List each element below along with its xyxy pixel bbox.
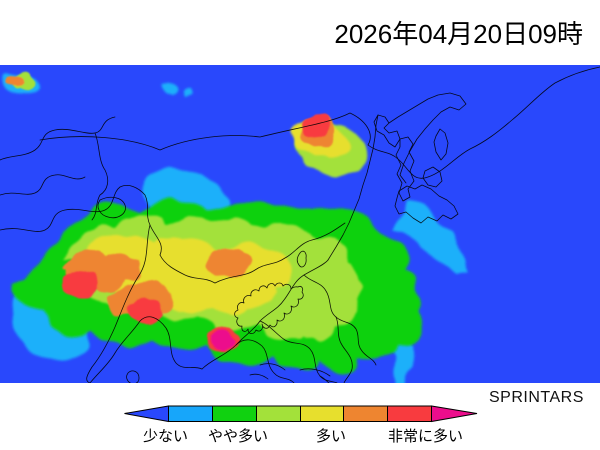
svg-text:SPRINTARS: SPRINTARS bbox=[489, 389, 584, 406]
svg-text:多い: 多い bbox=[316, 428, 346, 445]
svg-text:少ない: 少ない bbox=[143, 428, 188, 445]
svg-text:やや多い: やや多い bbox=[208, 428, 268, 445]
svg-text:非常に多い: 非常に多い bbox=[388, 428, 463, 445]
